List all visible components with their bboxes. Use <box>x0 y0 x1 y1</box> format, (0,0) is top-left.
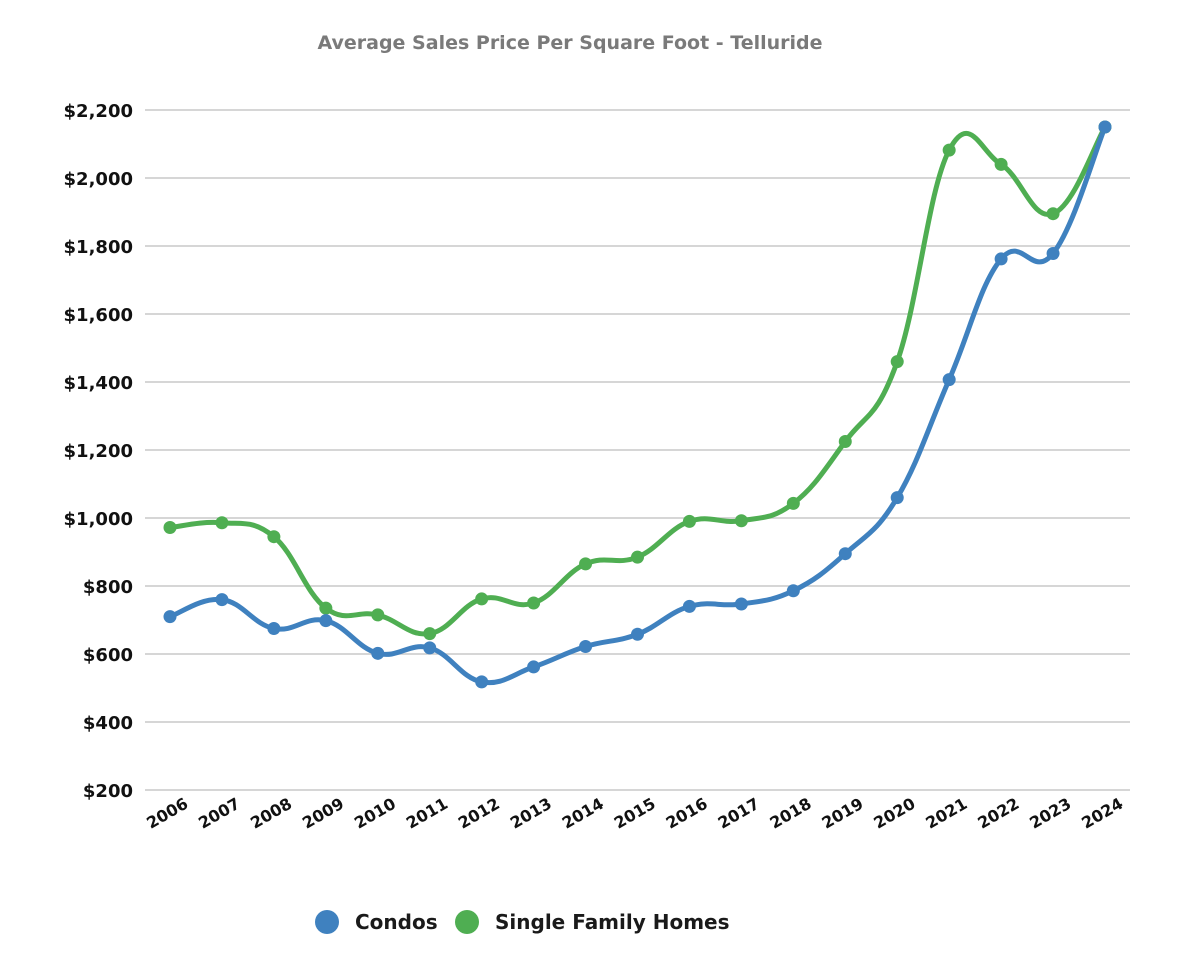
data-point <box>215 593 229 607</box>
data-point <box>579 557 593 571</box>
series-lines <box>167 124 1108 686</box>
gridlines <box>145 109 1130 791</box>
data-point <box>423 627 437 641</box>
data-point <box>319 601 333 615</box>
data-point <box>838 547 852 561</box>
y-tick-label: $1,800 <box>64 237 133 258</box>
data-point <box>890 355 904 369</box>
data-point <box>994 157 1008 171</box>
x-tick-label: 2019 <box>818 794 866 833</box>
x-tick-label: 2008 <box>247 794 295 833</box>
data-point <box>631 550 644 564</box>
series-line-condos <box>167 124 1108 686</box>
data-point <box>1098 120 1112 134</box>
x-tick-label: 2009 <box>299 794 347 833</box>
data-point <box>423 641 437 655</box>
y-tick-label: $1,200 <box>64 441 133 462</box>
y-tick-label: $2,000 <box>64 169 133 190</box>
data-point <box>475 592 489 606</box>
data-point <box>942 143 956 157</box>
x-tick-label: 2011 <box>403 794 451 833</box>
x-tick-label: 2006 <box>143 794 191 833</box>
legend-label: Condos <box>355 910 438 934</box>
x-axis: 2006 2007 2008 2009 2010 2011 2012 2013 2014 2015… <box>143 794 1126 833</box>
data-point <box>1046 207 1060 221</box>
y-tick-label: $2,200 <box>64 101 133 122</box>
data-point <box>734 597 748 611</box>
data-point <box>371 646 385 660</box>
series-points <box>163 120 1112 689</box>
y-tick-label: $1,400 <box>64 373 133 394</box>
x-tick-label: 2013 <box>507 794 555 833</box>
data-point <box>215 516 229 530</box>
x-tick-label: 2018 <box>767 794 815 833</box>
data-point <box>786 496 800 510</box>
x-tick-label: 2017 <box>715 794 763 833</box>
data-point <box>994 252 1008 266</box>
data-point <box>163 610 177 624</box>
data-point <box>579 640 593 654</box>
data-point <box>267 622 281 635</box>
legend-swatch <box>315 910 339 934</box>
data-point <box>475 675 489 689</box>
y-tick-label: $600 <box>83 645 133 666</box>
x-tick-label: 2012 <box>455 794 503 833</box>
data-point <box>890 491 904 505</box>
y-tick-label: $1,000 <box>64 509 133 530</box>
x-tick-label: 2016 <box>663 794 711 833</box>
data-point <box>1046 246 1060 260</box>
series-line-single-family-homes <box>167 124 1108 637</box>
y-axis: $200 $400 $600 $800 $1,000 $1,200 $1,400 $1,600… <box>64 101 133 802</box>
x-tick-label: 2010 <box>351 794 399 833</box>
legend-swatch <box>455 910 479 934</box>
x-tick-label: 2007 <box>195 794 243 833</box>
data-point <box>786 584 800 598</box>
x-tick-label: 2020 <box>870 794 918 833</box>
x-tick-label: 2022 <box>974 794 1022 833</box>
y-tick-label: $200 <box>83 781 133 802</box>
data-point <box>682 514 696 528</box>
y-tick-label: $1,600 <box>64 305 133 326</box>
data-point <box>838 435 852 448</box>
data-point <box>371 608 385 622</box>
data-point <box>527 596 541 610</box>
data-point <box>319 614 333 628</box>
x-tick-label: 2024 <box>1078 794 1126 833</box>
data-point <box>942 373 956 387</box>
y-tick-label: $400 <box>83 713 133 734</box>
data-point <box>682 599 696 613</box>
x-tick-label: 2021 <box>922 794 970 833</box>
data-point <box>734 514 748 528</box>
data-point <box>267 530 281 544</box>
legend-label: Single Family Homes <box>495 910 730 934</box>
data-point <box>163 521 177 535</box>
data-point <box>527 660 541 674</box>
y-tick-label: $800 <box>83 577 133 598</box>
data-point <box>631 627 644 641</box>
legend: Condos Single Family Homes <box>315 910 730 934</box>
chart-title: Average Sales Price Per Square Foot - Te… <box>317 32 823 54</box>
x-tick-label: 2015 <box>611 794 659 833</box>
x-tick-label: 2014 <box>559 794 607 833</box>
x-tick-label: 2023 <box>1026 794 1074 833</box>
